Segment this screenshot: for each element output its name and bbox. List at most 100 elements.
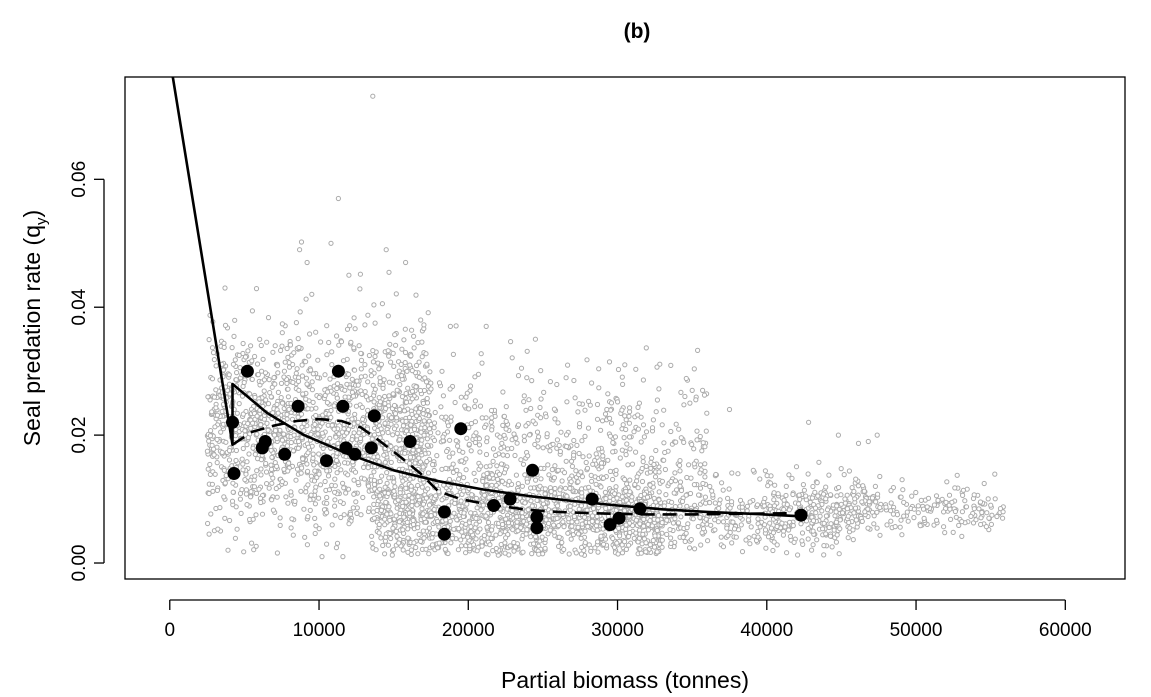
cloud-point [240, 467, 246, 473]
cloud-point [288, 439, 294, 446]
cloud-point [810, 542, 816, 548]
cloud-point [484, 470, 490, 477]
cloud-point [424, 442, 431, 448]
cloud-point [324, 510, 330, 516]
cloud-point [476, 442, 483, 448]
cloud-point [538, 415, 544, 421]
cloud-point [786, 472, 792, 478]
cloud-point [425, 310, 431, 316]
y-tick-label: 0.06 [69, 161, 90, 198]
cloud-point [781, 497, 787, 503]
cloud-point [678, 389, 684, 395]
cloud-point [542, 486, 548, 492]
cloud-point [538, 476, 544, 482]
cloud-point [869, 495, 876, 501]
cloud-point [257, 495, 264, 501]
cloud-point [736, 527, 742, 533]
cloud-point [232, 535, 238, 541]
cloud-point [489, 415, 495, 421]
cloud-point [374, 507, 380, 514]
cloud-point [643, 429, 650, 435]
cloud-point [274, 550, 280, 556]
cloud-point [809, 547, 815, 553]
cloud-point [413, 292, 419, 298]
cloud-point [365, 465, 371, 471]
cloud-point [747, 499, 753, 505]
cloud-point [595, 539, 601, 545]
cloud-point [774, 542, 780, 548]
cloud-point [978, 515, 984, 521]
data-point [336, 399, 350, 413]
cloud-point [729, 470, 735, 476]
cloud-point [562, 485, 569, 491]
cloud-point [337, 499, 343, 505]
cloud-point [607, 468, 614, 474]
cloud-point [324, 400, 330, 406]
cloud-point [579, 521, 585, 527]
cloud-point [316, 526, 322, 532]
cloud-point [488, 419, 494, 425]
cloud-point [297, 247, 303, 253]
cloud-point [493, 482, 499, 488]
cloud-point [834, 532, 840, 538]
cloud-point [702, 494, 709, 500]
cloud-point [408, 353, 414, 359]
cloud-point [519, 510, 525, 516]
cloud-point [661, 440, 667, 446]
cloud-point [824, 507, 831, 513]
cloud-point [552, 463, 558, 469]
cloud-point [483, 513, 489, 519]
cloud-point [443, 465, 449, 471]
cloud-point [859, 518, 865, 525]
cloud-point [981, 480, 987, 487]
cloud-point [585, 425, 592, 431]
cloud-point [229, 498, 236, 504]
cloud-point [503, 404, 509, 410]
cloud-point [294, 466, 301, 472]
data-point [503, 492, 517, 506]
cloud-point [695, 347, 701, 353]
cloud-point [460, 533, 466, 539]
cloud-point [655, 512, 662, 519]
cloud-point [659, 422, 665, 428]
cloud-point [400, 547, 406, 553]
cloud-point [623, 452, 629, 458]
cloud-point [428, 513, 434, 519]
cloud-point [918, 497, 924, 503]
cloud-point [547, 379, 554, 385]
cloud-point [483, 483, 489, 489]
cloud-point [472, 374, 478, 380]
cloud-point [240, 340, 246, 347]
x-tick-label: 20000 [442, 620, 495, 641]
cloud-point [551, 529, 557, 535]
cloud-point [828, 521, 834, 527]
cloud-point [814, 537, 820, 543]
cloud-point [346, 272, 352, 278]
cloud-point [538, 465, 544, 471]
cloud-point [347, 511, 354, 517]
cloud-point [391, 363, 397, 369]
cloud-point [424, 395, 430, 402]
cloud-point [357, 271, 363, 277]
cloud-point [640, 454, 646, 460]
cloud-point [687, 490, 694, 497]
data-point [526, 463, 539, 477]
cloud-point [551, 475, 558, 481]
cloud-point [719, 480, 725, 486]
cloud-point [371, 515, 377, 521]
cloud-point [447, 386, 453, 392]
cloud-point [332, 512, 338, 518]
cloud-point [458, 394, 464, 400]
cloud-point [340, 480, 346, 486]
cloud-point [649, 455, 655, 461]
cloud-point [569, 463, 576, 469]
cloud-point [540, 445, 546, 451]
cloud-point [218, 429, 224, 435]
cloud-point [677, 503, 683, 509]
cloud-point [900, 487, 906, 493]
cloud-point [543, 414, 549, 420]
cloud-point [209, 376, 216, 382]
data-point [258, 435, 272, 448]
cloud-point [482, 424, 488, 430]
cloud-point [662, 449, 668, 456]
